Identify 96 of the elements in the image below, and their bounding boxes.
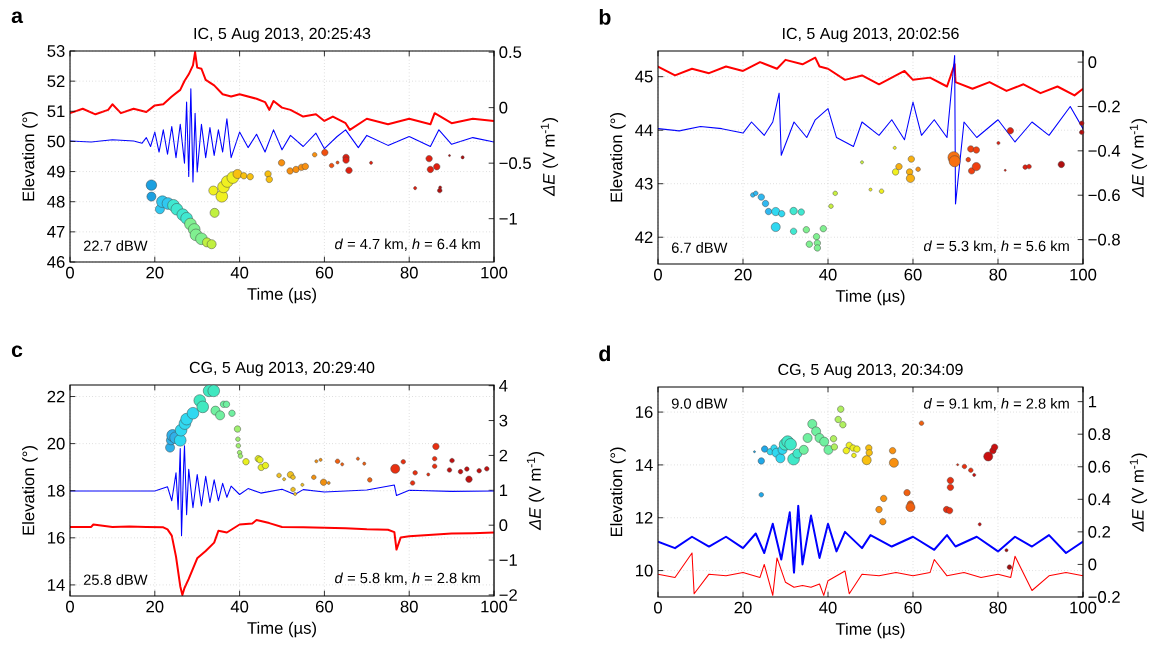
y-tick-label: 18 bbox=[48, 484, 65, 497]
y2-tick-label: 0 bbox=[499, 519, 508, 532]
y2-tick-label: −1 bbox=[499, 212, 517, 225]
y2-axis-title: ΔE (V m$^{-1}$) bbox=[1129, 453, 1148, 532]
y-tick-label: 50 bbox=[47, 135, 65, 148]
y-tick-label: 14 bbox=[48, 579, 65, 591]
y-axis-title: Elevation (°) bbox=[610, 447, 626, 537]
x-tick-label: 0 bbox=[66, 600, 74, 613]
y2-tick-label: 2 bbox=[499, 449, 508, 462]
annotation: 25.8 dBW bbox=[83, 574, 148, 585]
y-tick-label: 49 bbox=[47, 165, 65, 178]
x-tick-label: 0 bbox=[654, 601, 662, 614]
text: b bbox=[599, 9, 611, 25]
x-tick-label: 20 bbox=[734, 268, 752, 281]
y2-tick-label: 0 bbox=[499, 101, 508, 114]
y-tick-label: 43 bbox=[635, 177, 653, 190]
x-tick-label: 60 bbox=[315, 600, 334, 613]
x-tick-label: 100 bbox=[481, 266, 508, 279]
x-tick-label: 0 bbox=[654, 268, 662, 281]
y2-tick-label: 0.2 bbox=[1088, 525, 1111, 538]
y-tick-label: 52 bbox=[47, 75, 65, 88]
x-tick-label: 40 bbox=[819, 268, 837, 281]
y2-tick-label: 3 bbox=[499, 414, 508, 427]
y-tick-label: 16 bbox=[48, 531, 65, 544]
y-tick-label: 16 bbox=[636, 406, 653, 418]
y2-tick-label: 0.4 bbox=[1088, 493, 1111, 506]
annotation: d = 5.3 km, h = 5.6 km bbox=[923, 240, 1069, 253]
y2-axis-title: ΔE (V m$^{-1}$) bbox=[1129, 119, 1148, 198]
y-tick-label: 46 bbox=[47, 256, 65, 268]
y2-tick-label: 0 bbox=[1088, 56, 1097, 68]
y-axis-title: Elevation (°) bbox=[22, 112, 38, 201]
x-tick-label: 20 bbox=[146, 600, 164, 613]
text: c bbox=[11, 345, 23, 358]
y-tick-label: 22 bbox=[47, 390, 65, 403]
y2-tick-label: −1 bbox=[499, 554, 517, 566]
y2-tick-label: 1 bbox=[1088, 395, 1097, 408]
y2-tick-label: −0.6 bbox=[1088, 189, 1120, 202]
y-tick-label: 53 bbox=[47, 45, 65, 57]
chart-title: CG, 5 Aug 2013, 20:29:40 bbox=[189, 361, 375, 377]
y2-axis-title: ΔE (V m$^{-1}$) bbox=[540, 118, 559, 197]
y-axis-title: Elevation (°) bbox=[610, 113, 626, 202]
text: a bbox=[11, 11, 24, 24]
y-tick-label: 12 bbox=[636, 511, 653, 524]
y-tick-label: 10 bbox=[636, 564, 653, 577]
y2-tick-label: −0.5 bbox=[499, 157, 531, 170]
annotation: 6.7 dBW bbox=[671, 242, 728, 253]
x-tick-label: 0 bbox=[66, 266, 74, 279]
x-tick-label: 80 bbox=[989, 268, 1007, 281]
x-tick-label: 20 bbox=[734, 601, 752, 614]
x-tick-label: 80 bbox=[400, 600, 418, 613]
x-tick-label: 40 bbox=[230, 600, 249, 613]
y2-tick-label: 0.5 bbox=[499, 46, 522, 59]
y-tick-label: 45 bbox=[635, 70, 653, 83]
annotation: d = 4.7 km, h = 6.4 km bbox=[335, 238, 480, 251]
x-tick-label: 40 bbox=[230, 266, 249, 279]
y2-axis-title: ΔE (V m$^{-1}$) bbox=[526, 452, 545, 531]
annotation: d = 5.8 km, h = 2.8 km bbox=[335, 572, 480, 585]
x-tick-label: 60 bbox=[904, 268, 922, 281]
x-tick-label: 60 bbox=[904, 601, 922, 614]
y-tick-label: 42 bbox=[635, 231, 653, 244]
x-axis-title: Time (µs) bbox=[835, 622, 905, 639]
chart-title: CG, 5 Aug 2013, 20:34:09 bbox=[778, 363, 963, 379]
y2-tick-label: 0 bbox=[1088, 558, 1097, 571]
y2-tick-label: 0.8 bbox=[1088, 428, 1111, 441]
y-tick-label: 14 bbox=[636, 459, 653, 471]
annotation: 22.7 dBW bbox=[83, 240, 148, 251]
y-tick-label: 20 bbox=[47, 437, 65, 450]
x-tick-label: 40 bbox=[819, 601, 837, 614]
chart-title: IC, 5 Aug 2013, 20:02:56 bbox=[783, 27, 959, 43]
x-axis-title: Time (µs) bbox=[247, 287, 316, 304]
y-tick-label: 48 bbox=[47, 195, 65, 208]
y-axis-title: Elevation (°) bbox=[22, 446, 38, 535]
y-tick-label: 44 bbox=[635, 124, 653, 136]
x-tick-label: 80 bbox=[989, 601, 1007, 614]
y2-tick-label: −0.4 bbox=[1088, 144, 1121, 157]
y2-tick-label: −0.2 bbox=[1088, 591, 1120, 603]
x-tick-label: 60 bbox=[315, 266, 334, 279]
y2-tick-label: 0.6 bbox=[1088, 460, 1111, 473]
x-tick-label: 100 bbox=[481, 600, 508, 613]
x-tick-label: 100 bbox=[1070, 601, 1097, 614]
text: d bbox=[599, 345, 610, 362]
x-axis-title: Time (µs) bbox=[835, 289, 905, 306]
y-tick-label: 51 bbox=[47, 105, 65, 118]
y2-tick-label: 1 bbox=[499, 484, 508, 497]
y2-tick-label: −0.8 bbox=[1088, 233, 1120, 246]
chart-title: IC, 5 Aug 2013, 20:25:43 bbox=[194, 27, 371, 43]
x-axis-title: Time (µs) bbox=[247, 621, 316, 638]
x-tick-label: 100 bbox=[1070, 268, 1097, 281]
x-tick-label: 20 bbox=[146, 266, 164, 279]
y2-tick-label: −2 bbox=[499, 589, 517, 601]
x-tick-label: 80 bbox=[400, 266, 418, 279]
y2-tick-label: 4 bbox=[499, 379, 508, 392]
annotation: 9.0 dBW bbox=[671, 398, 728, 409]
annotation: d = 9.1 km, h = 2.8 km bbox=[923, 398, 1069, 411]
y2-tick-label: −0.2 bbox=[1088, 100, 1120, 113]
y-tick-label: 47 bbox=[47, 226, 65, 238]
